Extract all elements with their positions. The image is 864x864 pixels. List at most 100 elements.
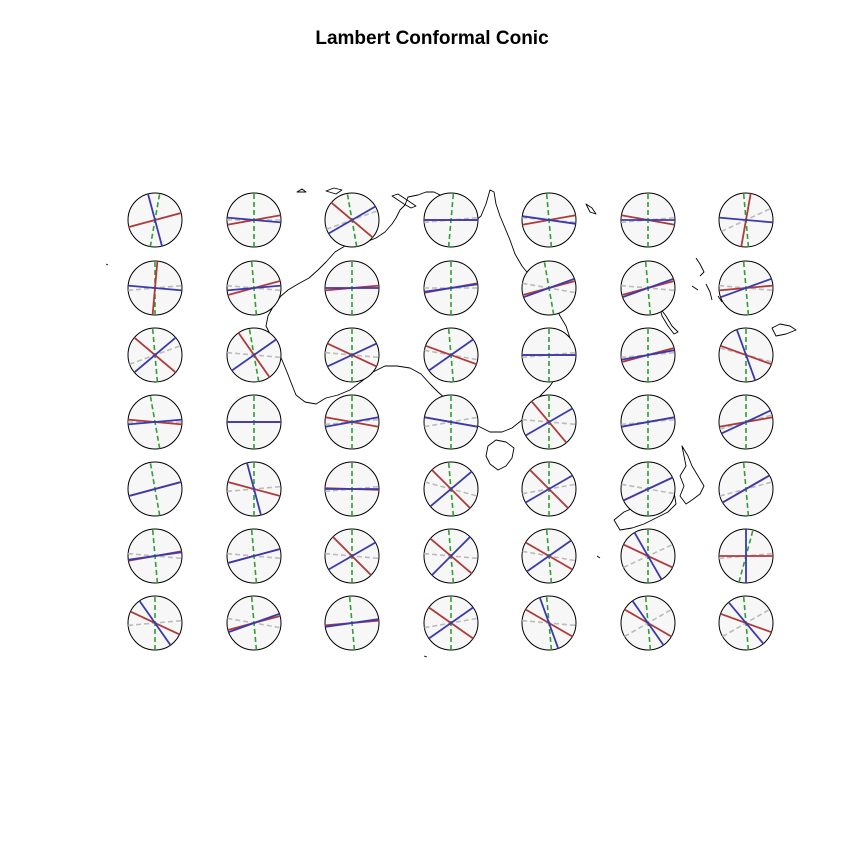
indicatrix <box>324 394 380 450</box>
blue-axis <box>231 338 277 372</box>
blue-axis <box>431 536 471 576</box>
blue-axis <box>735 329 757 381</box>
indicatrix <box>226 394 282 450</box>
indicatrix <box>324 327 380 383</box>
indicatrix <box>620 260 676 316</box>
blue-axis <box>633 532 663 580</box>
indicatrix <box>324 528 380 584</box>
indicatrix <box>718 461 774 517</box>
indicatrix <box>127 528 183 584</box>
blue-axis <box>727 601 765 645</box>
indicatrix <box>521 260 577 316</box>
coastline-fiji <box>771 323 797 337</box>
blue-axis <box>621 416 675 428</box>
coastline-tasmania <box>485 439 515 471</box>
blue-axis <box>525 474 573 504</box>
indicatrix <box>127 394 183 450</box>
blue-axis <box>328 541 376 571</box>
blue-axis <box>133 336 177 374</box>
blue-axis <box>429 470 473 508</box>
indicatrix <box>521 394 577 450</box>
coastline-island-2 <box>296 188 307 193</box>
blue-axis <box>147 193 163 247</box>
blue-axis <box>526 539 572 573</box>
indicatrix <box>521 327 577 383</box>
blue-axis <box>428 338 474 372</box>
blue-axis <box>128 551 182 561</box>
blue-axis <box>424 283 478 293</box>
indicatrix <box>226 192 282 248</box>
coastline-speck-1 <box>105 263 109 266</box>
indicatrix <box>718 192 774 248</box>
coastline-island-3 <box>585 203 597 215</box>
indicatrix <box>620 528 676 584</box>
blue-axis <box>325 416 379 428</box>
blue-axis <box>128 481 182 497</box>
indicatrix <box>718 595 774 651</box>
indicatrix <box>521 461 577 517</box>
indicatrix <box>226 327 282 383</box>
coastline-speck-2 <box>596 555 601 559</box>
indicatrix <box>620 394 676 450</box>
indicatrix <box>423 327 479 383</box>
blue-axis <box>722 474 770 504</box>
blue-axis <box>428 606 474 640</box>
indicatrix <box>423 260 479 316</box>
indicatrix <box>620 192 676 248</box>
indicatrix <box>324 595 380 651</box>
coastline-islands-east <box>691 257 723 303</box>
indicatrix <box>718 327 774 383</box>
indicatrix <box>226 260 282 316</box>
blue-axis <box>128 284 182 292</box>
blue-axis <box>622 277 674 299</box>
indicatrix <box>324 192 380 248</box>
blue-axis <box>623 476 673 502</box>
blue-axis <box>525 407 573 437</box>
indicatrix <box>127 461 183 517</box>
indicatrix <box>718 528 774 584</box>
indicatrix <box>127 192 183 248</box>
indicatrix <box>324 461 380 517</box>
indicatrix-grid <box>127 192 774 651</box>
indicatrix <box>423 461 479 517</box>
blue-axis <box>522 215 576 225</box>
blue-axis <box>138 600 172 646</box>
indicatrix <box>127 327 183 383</box>
blue-axis <box>327 342 377 368</box>
plot-title: Lambert Conformal Conic <box>315 28 549 49</box>
coastline-new-guinea <box>391 193 417 209</box>
blue-axis <box>523 277 575 299</box>
indicatrix <box>718 394 774 450</box>
blue-axis <box>720 277 772 299</box>
indicatrix <box>423 192 479 248</box>
coastline-new-caledonia <box>659 307 679 335</box>
indicatrix <box>521 528 577 584</box>
blue-axis <box>719 216 773 224</box>
blue-axis <box>721 409 771 435</box>
blue-axis <box>325 618 379 628</box>
blue-axis <box>227 284 281 292</box>
indicatrix <box>226 528 282 584</box>
blue-axis <box>246 462 262 516</box>
blue-axis <box>631 600 665 646</box>
blue-axis <box>328 205 376 235</box>
indicatrix <box>620 327 676 383</box>
indicatrix <box>324 260 380 316</box>
blue-axis <box>621 349 675 361</box>
indicatrix <box>620 595 676 651</box>
coastline-nz-north <box>679 445 705 505</box>
indicatrix <box>423 528 479 584</box>
indicatrix <box>226 461 282 517</box>
blue-axis <box>424 416 478 428</box>
blue-axis <box>227 548 281 564</box>
indicatrix <box>127 260 183 316</box>
blue-axis <box>228 612 280 634</box>
blue-axis <box>227 216 281 224</box>
indicatrix <box>423 595 479 651</box>
blue-axis <box>538 597 560 649</box>
coastline-island-1 <box>325 187 343 195</box>
indicatrix <box>423 394 479 450</box>
indicatrix <box>620 461 676 517</box>
indicatrix <box>521 192 577 248</box>
